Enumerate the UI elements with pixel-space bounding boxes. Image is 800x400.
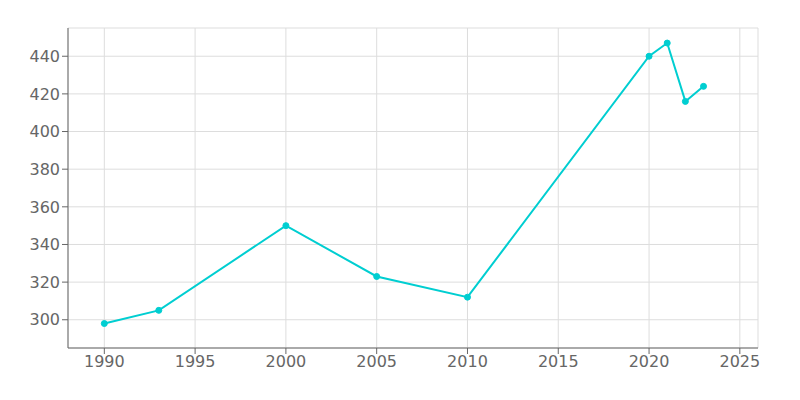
- svg-text:340: 340: [29, 235, 60, 254]
- svg-text:440: 440: [29, 47, 60, 66]
- svg-text:1995: 1995: [175, 352, 216, 371]
- svg-text:2020: 2020: [629, 352, 670, 371]
- svg-text:2015: 2015: [538, 352, 579, 371]
- svg-text:2005: 2005: [356, 352, 397, 371]
- svg-text:320: 320: [29, 273, 60, 292]
- svg-text:2000: 2000: [266, 352, 307, 371]
- svg-text:300: 300: [29, 310, 60, 329]
- svg-text:360: 360: [29, 198, 60, 217]
- svg-text:400: 400: [29, 122, 60, 141]
- svg-text:1990: 1990: [84, 352, 125, 371]
- svg-text:2025: 2025: [719, 352, 760, 371]
- svg-text:2010: 2010: [447, 352, 488, 371]
- svg-text:420: 420: [29, 85, 60, 104]
- svg-text:380: 380: [29, 160, 60, 179]
